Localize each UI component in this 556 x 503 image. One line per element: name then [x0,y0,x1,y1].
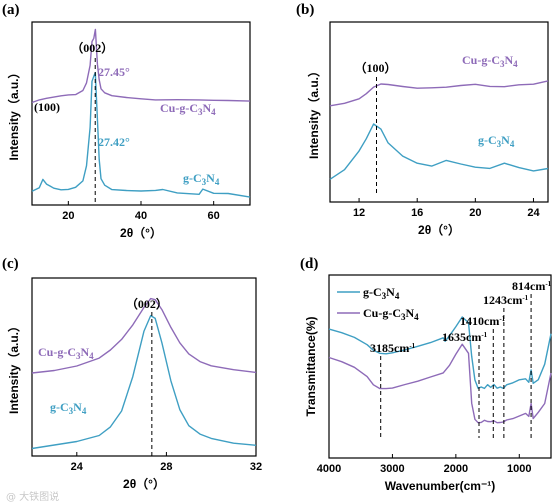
series-line-c-1 [31,314,257,450]
x-tick-label: 3000 [380,463,404,475]
series-line-d-1 [328,343,552,424]
series-label-g-c3n4: g-C3N4 [478,133,515,149]
panel-label-a: (a) [2,2,20,18]
y-axis-label-a: Intensity（a.u.） [6,66,21,160]
annotation-wavenumber: 1243cm-1 [483,293,529,307]
series-line-c-0 [31,297,257,374]
series-label-cu-g-c3n4: Cu-g-C3N4 [160,101,216,117]
annotation-wavenumber: 1410cm-1 [460,314,506,328]
series-label-cu-g-c3n4: Cu-g-C3N4 [462,53,518,69]
x-tick-label: 16 [411,207,423,219]
annotation-peak-cu: 27.45° [98,65,130,79]
x-tick-label: 32 [250,461,262,473]
series-label-g-c3n4: g-C3N4 [183,171,220,187]
x-tick-label: 24 [527,207,540,219]
plot-frame-c [31,277,257,457]
x-tick-label: 4000 [317,463,341,475]
panel-label-b: (b) [296,2,314,18]
legend-label: g-C3N4 [363,285,400,301]
x-tick-label: 1000 [507,463,531,475]
x-axis-label-a: 2θ（°） [120,225,162,240]
annotation-100: （100） [355,60,397,75]
series-label-cu-g-c3n4: Cu-g-C3N4 [38,345,94,361]
x-tick-label: 60 [208,210,220,222]
annotation-100: (100) [34,100,60,114]
panel-label-d: (d) [300,256,318,272]
legend-label: Cu-g-C3N4 [363,306,419,322]
plot-frame-b [329,21,549,203]
series-line-a-1 [31,71,251,198]
x-tick-label: 28 [160,461,172,473]
annotation-wavenumber: 3185cm-1 [370,341,416,355]
annotation-wavenumber: 1635cm-1 [442,330,488,344]
x-tick-label: 40 [135,210,147,222]
watermark: @ 大铁图说 [6,492,60,503]
x-axis-label-d: Wavenumber(cm⁻¹) [385,479,496,493]
x-tick-label: 20 [62,210,74,222]
annotation-002: （002） [126,296,168,311]
x-tick-label: 12 [353,207,365,219]
x-axis-label-b: 2θ（°） [418,222,460,237]
series-line-a-0 [31,28,251,104]
y-axis-label-c: Intensity（a.u.） [6,320,21,414]
y-axis-label-b: Intensity（a.u.） [306,65,321,159]
annotation-peak-gcn: 27.42° [98,135,130,149]
series-line-b-1 [329,123,549,180]
x-tick-label: 24 [71,461,84,473]
series-line-b-0 [329,80,549,107]
x-axis-label-c: 2θ（°） [123,476,165,491]
x-tick-label: 2000 [444,463,468,475]
annotation-wavenumber: 814cm-1 [512,279,552,293]
panel-label-c: (c) [2,256,19,272]
x-tick-label: 20 [469,207,481,219]
series-label-g-c3n4: g-C3N4 [50,400,87,416]
annotation-002: （002） [71,40,113,55]
plot-frame-d [328,274,552,459]
y-axis-label-d: Transmittance(%) [304,316,318,416]
series-line-d-0 [328,316,552,390]
